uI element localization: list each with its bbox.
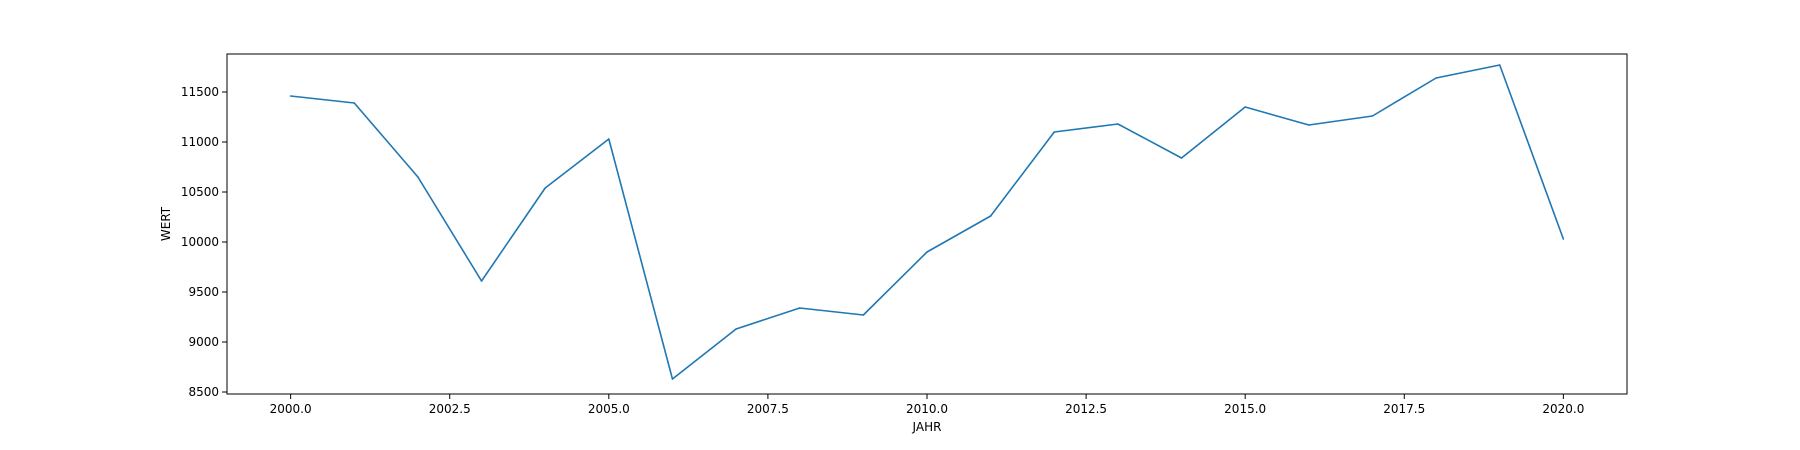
plot-area-frame — [226, 53, 1628, 395]
data-point — [480, 280, 483, 282]
x-tick-label: 2015.0 — [1224, 402, 1266, 416]
x-tick-label: 2000.0 — [270, 402, 312, 416]
x-tick-label: 2020.0 — [1542, 402, 1584, 416]
data-point — [735, 328, 737, 330]
data-point — [989, 215, 992, 217]
data-point — [289, 95, 292, 97]
data-point — [1244, 106, 1246, 108]
y-tick-label: 10500 — [181, 185, 219, 199]
data-point — [671, 378, 674, 380]
data-point — [1053, 131, 1056, 133]
y-tick-label: 9000 — [188, 335, 219, 349]
data-point — [1117, 123, 1119, 125]
data-point — [417, 176, 419, 178]
x-tick-label: 2005.0 — [588, 402, 630, 416]
data-point — [608, 138, 610, 140]
y-tick-label: 8500 — [188, 385, 219, 399]
x-axis-ticks: 2000.0 2002.5 2005.0 2007.5 2010.0 2012.5 2015… — [270, 394, 1584, 416]
x-tick-label: 2002.5 — [429, 402, 471, 416]
data-point — [1371, 115, 1374, 117]
data-point — [1180, 157, 1183, 159]
data-point — [862, 314, 865, 316]
x-tick-label: 2010.0 — [906, 402, 948, 416]
data-point — [1308, 124, 1310, 126]
data-point — [1498, 64, 1501, 66]
x-tick-label: 2007.5 — [747, 402, 789, 416]
data-point — [353, 102, 356, 104]
x-axis-label: JAHR — [912, 420, 942, 434]
series-line — [290, 64, 1565, 380]
series-layer — [289, 64, 1565, 380]
y-axis-label: WERT — [159, 206, 173, 241]
y-axis-ticks: 8500 9000 9500 10000 10500 11000 11500 — [181, 85, 227, 399]
y-tick-label: 9500 — [188, 285, 219, 299]
data-point — [1435, 77, 1437, 79]
y-tick-label: 11500 — [181, 85, 219, 99]
data-point — [798, 307, 801, 309]
x-tick-label: 2017.5 — [1383, 402, 1425, 416]
data-point — [544, 187, 546, 189]
data-point — [1562, 238, 1565, 240]
y-tick-label: 11000 — [181, 135, 219, 149]
data-point — [926, 251, 928, 253]
x-tick-label: 2012.5 — [1065, 402, 1107, 416]
y-tick-label: 10000 — [181, 235, 219, 249]
